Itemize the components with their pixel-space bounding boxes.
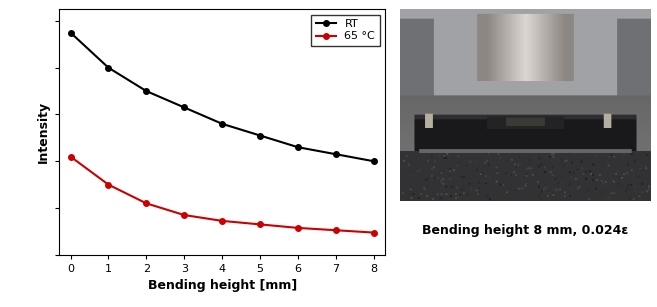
65 °C [370,231,378,235]
RT [332,152,340,156]
RT [218,122,226,126]
Line: RT: RT [68,30,376,164]
65 °C [66,155,74,158]
RT [104,66,112,69]
65 °C [218,219,226,223]
Line: 65 °C: 65 °C [68,154,376,235]
X-axis label: Bending height [mm]: Bending height [mm] [148,279,297,292]
RT [294,146,302,149]
65 °C [294,226,302,230]
65 °C [104,183,112,186]
RT [143,89,150,93]
65 °C [180,213,188,217]
Legend: RT, 65 °C: RT, 65 °C [311,15,380,46]
RT [256,134,264,137]
65 °C [143,201,150,205]
RT [370,159,378,163]
RT [66,31,74,34]
Y-axis label: Intensity: Intensity [36,101,49,163]
Text: Bending height 8 mm, 0.024ε: Bending height 8 mm, 0.024ε [422,224,628,237]
65 °C [256,223,264,226]
RT [180,106,188,109]
65 °C [332,228,340,232]
